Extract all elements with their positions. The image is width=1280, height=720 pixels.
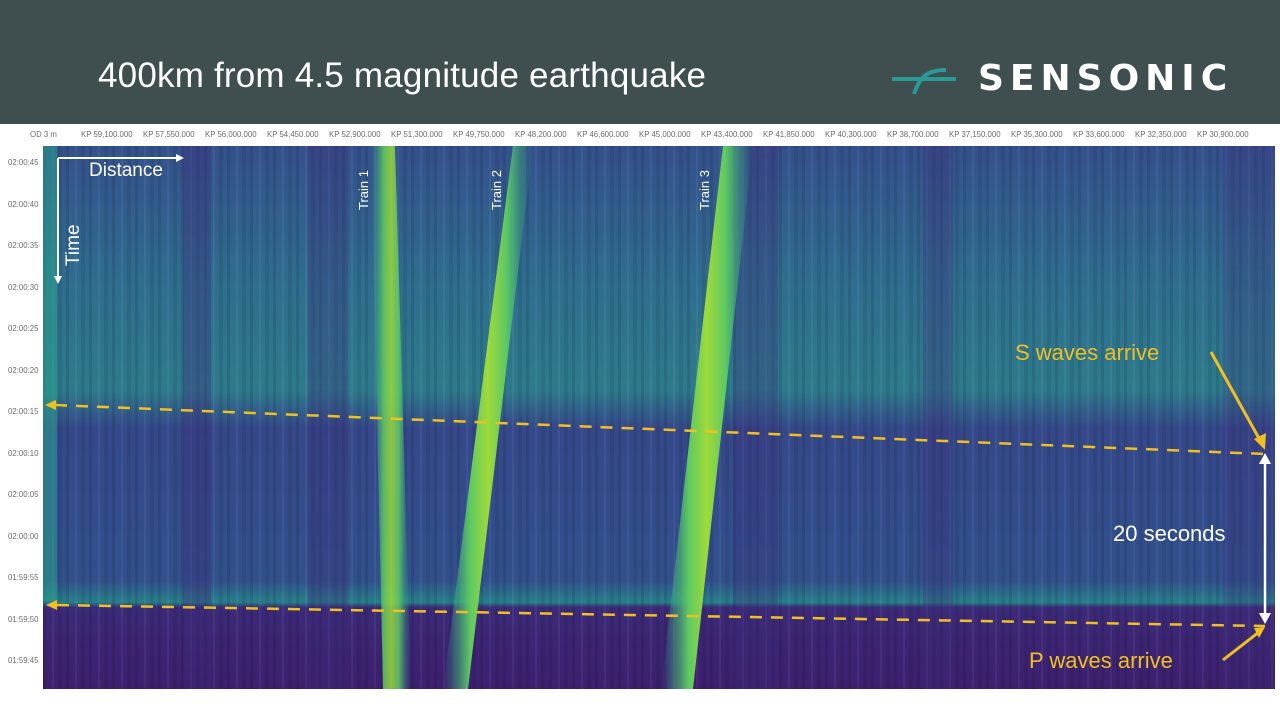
logo-text: SENSONIC [978,58,1234,99]
kp-tick: KP 40,300.000 [825,129,877,139]
s-waves-pointer-icon [1254,433,1266,450]
time-tick: 01:59:55 [8,572,39,582]
time-arrow-icon [54,276,62,284]
p-waves-pointer-icon [1254,627,1265,638]
time-tick: 01:59:45 [8,655,39,665]
train-1-label: Train 1 [356,170,371,210]
time-tick: 02:00:40 [8,199,39,209]
kp-tick: KP 33,600.000 [1073,129,1125,139]
waterfall-plot: Distance Time Train 1 Train 2 Train 3 S … [43,146,1275,689]
time-tick: 01:59:50 [8,614,39,624]
time-tick: 02:00:20 [8,365,39,375]
time-tick: 02:00:45 [8,157,39,167]
kp-tick: KP 59,100.000 [81,129,133,139]
kp-tick: KP 35,300.000 [1011,129,1063,139]
time-tick: 02:00:10 [8,448,39,458]
s-wave-line [54,403,1266,456]
s-wave-arrowhead-icon [45,400,56,410]
time-tick: 02:00:00 [8,531,39,541]
kp-tick: KP 43,400.000 [701,129,753,139]
kp-tick: KP 48,200.000 [515,129,567,139]
axis-origin-label: OD 3 m [30,129,57,139]
kp-tick: KP 46,600.000 [577,129,629,139]
kp-tick: KP 56,000.000 [205,129,257,139]
kp-tick: KP 30,900.000 [1197,129,1249,139]
kp-tick: KP 57,550.000 [143,129,195,139]
kp-tick: KP 51,300.000 [391,129,443,139]
kp-tick: KP 49,750.000 [453,129,505,139]
waterfall-heatmap [43,146,1275,689]
distance-arrow-icon [176,154,184,162]
kp-tick: KP 38,700.000 [887,129,939,139]
distance-label: Distance [89,160,163,181]
time-tick: 02:00:15 [8,406,39,416]
kp-tick: KP 52,900.000 [329,129,381,139]
train-2-label: Train 2 [489,170,504,210]
time-tick: 02:00:30 [8,282,39,292]
p-waves-label: P waves arrive [1029,648,1173,673]
sensonic-f-mark-icon [892,68,956,95]
time-tick: 02:00:35 [8,240,39,250]
kp-tick: KP 45,000.000 [639,129,691,139]
time-label: Time [63,224,84,266]
time-tick: 02:00:05 [8,489,39,499]
p-wave-arrowhead-icon [46,600,57,610]
distance-axis: OD 3 m KP 59,100.000 KP 57,550.000 KP 56… [0,126,1280,146]
train-3-track [661,146,753,689]
interval-label: 20 seconds [1113,521,1226,546]
kp-tick: KP 32,350.000 [1135,129,1187,139]
train-2-track [443,146,533,689]
interval-arrow-up-icon [1259,453,1271,464]
slide-title: 400km from 4.5 magnitude earthquake [98,56,707,95]
slide-footer [0,689,1280,720]
kp-tick: KP 54,450.000 [267,129,319,139]
sensonic-logo: SENSONIC [890,58,1227,100]
train-3-label: Train 3 [697,170,712,210]
kp-tick: KP 41,850.000 [763,129,815,139]
interval-arrow-down-icon [1259,613,1271,624]
slide-header: 400km from 4.5 magnitude earthquake SENS… [0,0,1280,124]
kp-tick: KP 37,150.000 [949,129,1001,139]
s-waves-label: S waves arrive [1015,340,1160,365]
time-tick: 02:00:25 [8,323,39,333]
